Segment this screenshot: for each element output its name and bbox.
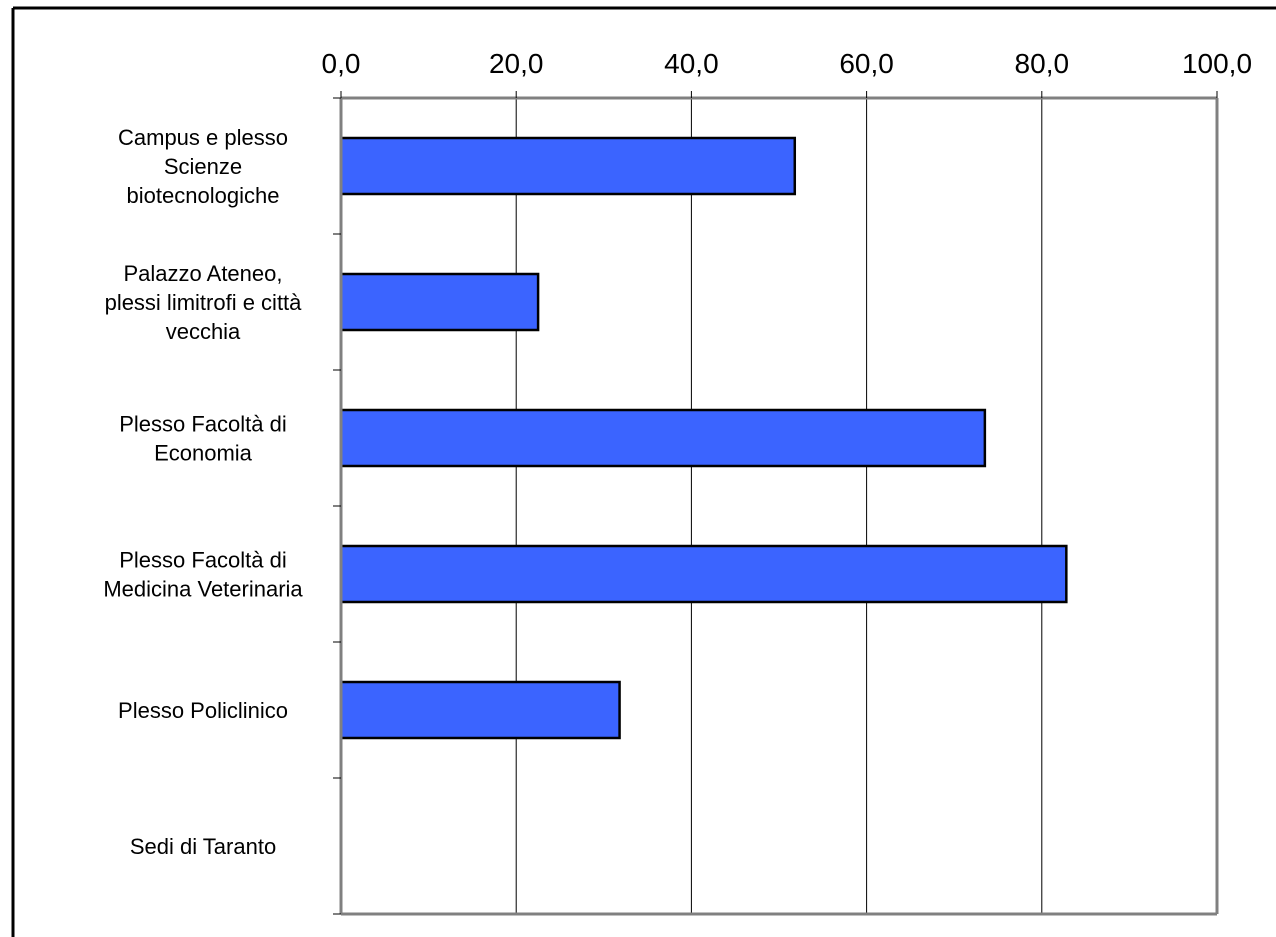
x-tick-labels: 0,0 20,0 40,0 60,0 80,0 100,0 [322, 48, 1253, 79]
x-tick-label: 0,0 [322, 48, 361, 79]
x-tick-label: 60,0 [839, 48, 894, 79]
category-label: Plesso Policlinico [118, 698, 288, 723]
category-label: Plesso Facoltà di Economia [119, 412, 287, 466]
axes [333, 91, 1219, 916]
category-label: Palazzo Ateneo, plessi limitrofi e città v… [105, 261, 303, 344]
bar-3 [339, 544, 1068, 604]
category-label: Sedi di Taranto [130, 834, 276, 859]
category-label: Campus e plesso Scienze biotecnologiche [118, 125, 288, 208]
category-label: Plesso Facoltà di Medicina Veterinaria [103, 548, 303, 602]
x-tick-label: 100,0 [1182, 48, 1252, 79]
bar-0 [339, 136, 797, 196]
grid-lines [515, 98, 1043, 914]
bars [339, 136, 1068, 740]
bar-4 [339, 680, 621, 740]
bar-2 [339, 408, 987, 468]
x-tick-label: 40,0 [664, 48, 719, 79]
category-labels: Campus e plesso Scienze biotecnologiche Pal… [103, 125, 303, 859]
x-tick-label: 20,0 [489, 48, 544, 79]
bar-1 [339, 272, 540, 332]
x-tick-label: 80,0 [1015, 48, 1070, 79]
